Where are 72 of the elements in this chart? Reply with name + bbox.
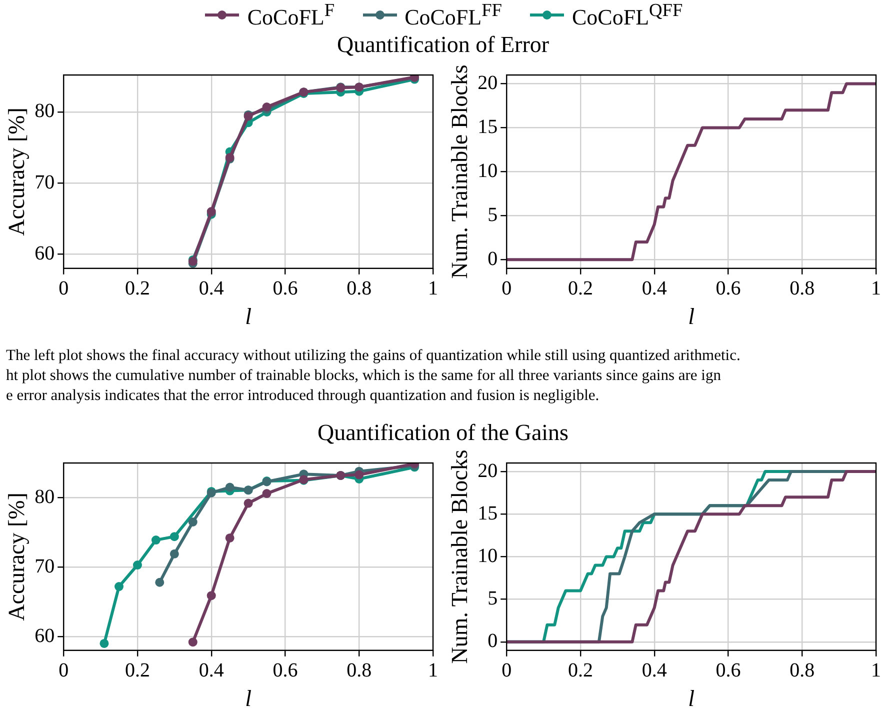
x-tick-label: 0.2 — [568, 660, 593, 682]
legend-label: CoCoFL$^{QFF}$ — [572, 0, 683, 30]
y-axis-title: Num. Trainable Blocks — [446, 64, 472, 279]
x-tick-label: 0.2 — [568, 278, 593, 300]
y-tick-label: 20 — [478, 72, 498, 94]
point — [132, 560, 142, 570]
y-tick-label: 10 — [478, 160, 498, 182]
y-tick-label: 5 — [488, 588, 498, 610]
y-tick-label: 15 — [478, 502, 498, 524]
x-axis-title: l — [688, 304, 694, 330]
x-tick-label: 1 — [871, 660, 881, 682]
y-tick-label: 60 — [34, 624, 55, 647]
x-tick-label: 0.8 — [346, 278, 372, 300]
y-tick-label: 0 — [488, 630, 498, 652]
point — [262, 102, 272, 112]
y-tick-label: 80 — [34, 100, 55, 122]
x-tick-label: 0.6 — [716, 660, 741, 682]
point — [170, 532, 179, 542]
x-tick-label: 0 — [58, 278, 69, 300]
x-tick-label: 0.8 — [790, 278, 815, 300]
point — [225, 482, 234, 492]
text: e error analysis indicates that the error introduced through quantization and fusion is negligible. — [6, 386, 600, 406]
x-axis-title: l — [245, 686, 252, 712]
text: ht plot shows the cumulative number of trainable blocks, which is the same for all three variants since gains are ign — [6, 366, 722, 386]
point — [188, 638, 198, 647]
y-tick-label: 70 — [34, 171, 55, 194]
x-tick-label: 0.4 — [198, 660, 224, 682]
point — [170, 549, 179, 558]
x-tick-label: 0.6 — [272, 278, 298, 300]
x-tick-label: 0 — [502, 278, 512, 300]
x-tick-label: 1 — [428, 660, 438, 682]
point — [244, 498, 253, 508]
x-axis-title: l — [688, 686, 694, 712]
x-tick-label: 0.4 — [642, 278, 667, 300]
y-axis-title: Accuracy [%] — [4, 492, 29, 621]
x-tick-label: 0.2 — [124, 660, 150, 682]
y-tick-label: 70 — [34, 555, 55, 578]
point — [151, 536, 160, 545]
point — [114, 582, 124, 592]
x-tick-label: 0.6 — [272, 660, 298, 682]
x-tick-label: 0 — [58, 660, 69, 682]
y-tick-label: 5 — [488, 204, 498, 226]
y-tick-label: 0 — [488, 248, 498, 270]
y-axis-title: Accuracy [%] — [4, 108, 29, 236]
x-tick-label: 0.8 — [346, 660, 372, 682]
x-tick-label: 0.6 — [716, 278, 741, 300]
y-tick-label: 80 — [34, 486, 55, 508]
chart-title: Quantification of the Gains — [316, 419, 570, 447]
x-tick-label: 1 — [871, 278, 881, 300]
point — [100, 638, 109, 648]
y-tick-label: 10 — [478, 544, 498, 567]
text: The left plot shows the final accuracy without utilizing the gains of quantization while still using quantized arithmetic. — [6, 346, 742, 366]
point — [155, 578, 164, 587]
y-tick-label: 20 — [478, 460, 498, 482]
y-tick-label: 60 — [34, 242, 55, 264]
point — [354, 470, 364, 480]
legend-label: CoCoFL$^{FF}$ — [404, 0, 502, 30]
legend-label: CoCoFL$^{F}$ — [247, 0, 335, 30]
point — [206, 591, 216, 600]
x-tick-label: 0 — [502, 660, 512, 682]
point — [225, 533, 234, 542]
x-tick-label: 0.8 — [790, 660, 815, 682]
x-axis-title: l — [245, 304, 252, 330]
point — [262, 489, 272, 498]
chart-title: Quantification of Error — [336, 31, 550, 59]
x-tick-label: 0.4 — [642, 660, 667, 682]
y-tick-label: 15 — [478, 116, 498, 138]
x-tick-label: 1 — [428, 278, 438, 300]
x-tick-label: 0.2 — [124, 278, 150, 300]
x-tick-label: 0.4 — [198, 278, 224, 300]
point — [188, 517, 198, 526]
y-axis-title: Num. Trainable Blocks — [446, 450, 472, 664]
